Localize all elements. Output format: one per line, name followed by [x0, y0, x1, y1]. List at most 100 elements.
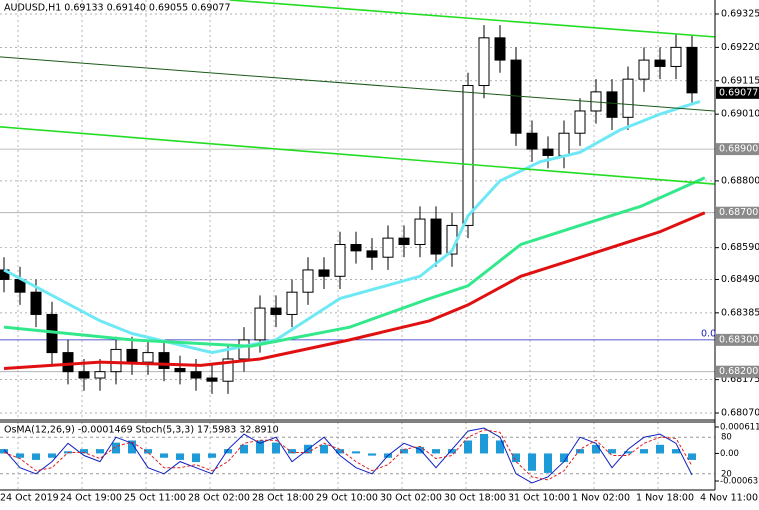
y-tick-label: 0.68490	[721, 274, 759, 285]
y-tick-label: 0.69115	[721, 75, 759, 86]
candle-body	[126, 348, 138, 363]
candle-body	[414, 218, 426, 245]
osma-bar	[288, 449, 296, 454]
osma-bar	[608, 449, 616, 454]
osma-bar	[352, 451, 360, 454]
x-tick-label: 28 Oct 02:00	[188, 493, 250, 504]
candle-body	[286, 291, 298, 315]
candle-body	[222, 358, 234, 382]
y-tick-label: 0.68385	[721, 307, 759, 318]
y-tick-label: 0.68175	[721, 374, 759, 385]
current-price-label: 0.69077	[719, 87, 758, 98]
level-label: 0.68300	[719, 334, 758, 345]
y-tick-label: 0.69220	[721, 42, 759, 53]
osma-bar	[656, 444, 664, 454]
osma-bar	[160, 453, 168, 458]
candle-body	[462, 85, 474, 226]
candle-body	[670, 46, 682, 67]
candle-body	[638, 59, 650, 80]
level-label: 0.68900	[719, 144, 758, 155]
candle-body	[318, 269, 330, 277]
y2-tick-label: 80	[721, 433, 732, 443]
stoch-line	[3, 427, 693, 484]
y-tick-label: 0.00061161	[720, 423, 759, 433]
stoch-line	[3, 429, 693, 481]
annotation: 0.0	[701, 328, 716, 339]
osma-bar	[368, 453, 376, 456]
x-tick-label: 31 Oct 10:00	[508, 493, 570, 504]
level-box	[716, 333, 759, 346]
osma-bar	[464, 440, 472, 454]
osma-bar	[32, 453, 40, 460]
candle-body	[478, 37, 490, 87]
candle-body	[382, 237, 394, 258]
candle-body	[254, 307, 266, 341]
indicator-line	[3, 99, 701, 355]
level-box	[716, 143, 759, 156]
axes	[0, 0, 716, 491]
y2-tick-label: 20	[721, 469, 732, 479]
candle-body	[350, 243, 362, 252]
candle-body	[430, 218, 442, 255]
candle-body	[686, 46, 698, 94]
osma-bar	[96, 449, 104, 454]
osma-bar	[528, 453, 536, 471]
candle-body	[606, 91, 618, 118]
osma-bar	[176, 453, 184, 460]
osma-bar	[640, 449, 648, 454]
oscillator-title: OsMA(12,26,9) -0.0001469 Stoch(5,3,3) 17…	[4, 425, 279, 436]
candle-body	[78, 371, 90, 379]
candle-body	[526, 132, 538, 150]
indicator-line	[229, 0, 715, 38]
osma-bar	[320, 444, 328, 454]
candle-body	[622, 78, 634, 118]
y-tick-label: 0.68590	[721, 242, 759, 253]
osma-bar	[544, 453, 552, 473]
x-tick-label: 25 Oct 11:00	[124, 493, 186, 504]
x-tick-label: 28 Oct 18:00	[252, 493, 314, 504]
y-tick-label: 0.68070	[721, 408, 759, 419]
oscillator-panel	[0, 422, 715, 490]
candle-body	[30, 291, 42, 315]
candle-body	[174, 367, 186, 373]
candle-body	[654, 59, 666, 67]
level-box	[716, 206, 759, 219]
level-box	[716, 365, 759, 378]
osma-bar	[0, 449, 8, 454]
candle-body	[334, 243, 346, 277]
candle-body	[94, 371, 106, 379]
y-tick-label: 0.68800	[721, 175, 759, 186]
osma-bar	[112, 442, 120, 454]
osma-bar	[496, 440, 504, 454]
candle-body	[302, 269, 314, 293]
candle-body	[398, 237, 410, 245]
y-tick-label: -0.000637	[720, 476, 759, 486]
candle-body	[494, 37, 506, 61]
osma-bar	[416, 446, 424, 454]
candle-body	[270, 307, 282, 315]
osma-bar	[672, 449, 680, 454]
candle-body	[574, 110, 586, 134]
osma-bar	[576, 449, 584, 454]
price-panel	[0, 0, 715, 420]
indicator-line	[3, 211, 706, 370]
candle-body	[110, 348, 122, 373]
candle-body	[158, 352, 170, 369]
candle-body	[366, 250, 378, 258]
level-label: 0.68200	[719, 366, 758, 377]
candle-body	[0, 269, 10, 280]
osma-bar	[144, 449, 152, 454]
osma-bar	[240, 444, 248, 454]
x-tick-label: 1 Nov 02:00	[572, 493, 630, 504]
osma-bar	[480, 433, 488, 454]
osma-bar	[48, 453, 56, 458]
osma-bar	[256, 440, 264, 454]
osma-bar	[432, 449, 440, 454]
y-tick-label: 0.69010	[721, 109, 759, 120]
candle-body	[542, 148, 554, 156]
x-tick-label: 1 Nov 18:00	[636, 493, 694, 504]
osma-bar	[624, 451, 632, 454]
x-tick-label: 30 Oct 18:00	[444, 493, 506, 504]
osma-bar	[80, 449, 88, 454]
